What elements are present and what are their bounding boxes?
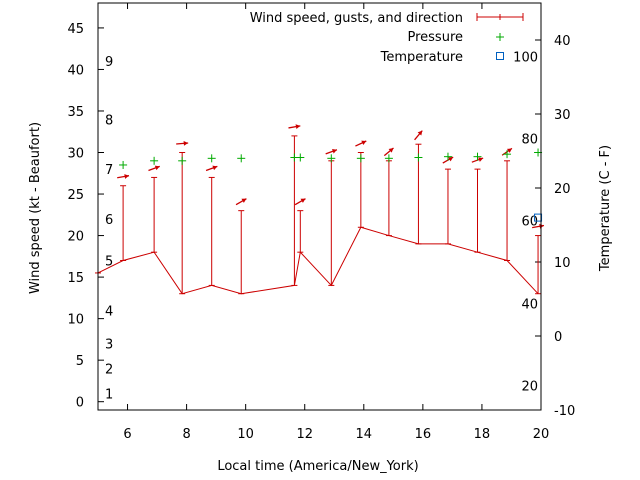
pressure-point: [119, 160, 128, 169]
y-tick-label-left: 5: [76, 354, 84, 369]
y-tick-label-left: 45: [67, 22, 84, 37]
y-axis-label-right: Temperature (C - F): [598, 145, 613, 272]
wind-direction-arrowhead: [300, 198, 306, 203]
plot-frame: [97, 2, 542, 411]
beaufort-label: 4: [105, 304, 113, 319]
beaufort-label: 9: [105, 55, 113, 70]
wind-direction-arrowhead: [295, 124, 301, 129]
beaufort-label: 2: [105, 362, 113, 377]
y-tick-label-left: 25: [67, 188, 84, 203]
y-tick-label-right: 40: [554, 34, 571, 49]
y-tick-label-right: -10: [554, 404, 575, 419]
pressure-point: [237, 154, 246, 163]
legend-label-pressure: Pressure: [407, 30, 463, 45]
x-tick-label: 10: [237, 427, 254, 442]
x-axis-label: Local time (America/New_York): [217, 459, 418, 474]
x-tick-label: 16: [415, 427, 432, 442]
beaufort-label: 3: [105, 338, 113, 353]
y-tick-label-left: 10: [67, 313, 84, 328]
wind-direction-arrowhead: [212, 165, 218, 171]
pressure-point: [296, 153, 305, 162]
pressure-point: [503, 150, 512, 159]
beaufort-label: 1: [105, 387, 113, 402]
pressure-point: [414, 153, 423, 162]
y-tick-label-left: 0: [76, 396, 84, 411]
y-tick-label-left: 35: [67, 105, 84, 120]
temperature-point: [534, 213, 543, 222]
beaufort-label: 7: [105, 163, 113, 178]
pressure-point: [443, 152, 452, 161]
x-tick-label: 18: [474, 427, 491, 442]
beaufort-label: 5: [105, 254, 113, 269]
legend-label-temperature: Temperature: [380, 50, 463, 65]
y-tick-label-right: 30: [554, 108, 571, 123]
legend-swatch-temperature: [496, 52, 504, 60]
y-tick-label-left: 20: [67, 230, 84, 245]
y-tick-label-left: 40: [67, 63, 84, 78]
wind-direction-arrowhead: [539, 223, 544, 229]
wind-direction-arrowhead: [388, 147, 394, 153]
x-tick-label: 14: [356, 427, 373, 442]
fahrenheit-label: 20: [521, 380, 538, 395]
y-tick-label-right: 0: [554, 330, 562, 345]
wind-direction-arrowhead: [241, 198, 247, 203]
tick-labels: 6 8 10 12 14 16 18 20051015202530354045-1001020…: [67, 22, 575, 442]
wind-direction-arrowhead: [417, 130, 423, 136]
wind-direction-arrowhead: [183, 140, 189, 146]
wind-direction-arrowhead: [332, 149, 337, 154]
axis-ticks: [98, 3, 542, 411]
fahrenheit-label: 40: [521, 297, 538, 312]
pressure-point: [384, 154, 393, 163]
fahrenheit-label: 60: [521, 215, 538, 230]
legend: Wind speed, gusts, and direction Pressur…: [250, 11, 524, 65]
y-axis-label-left: Wind speed (kt - Beaufort): [28, 122, 43, 294]
fahrenheit-label: 80: [521, 132, 538, 147]
wind-direction-arrowhead: [361, 140, 367, 146]
wind-direction-arrowhead: [478, 157, 484, 162]
pressure-point: [178, 156, 187, 165]
pressure-point: [150, 156, 159, 165]
y-tick-label-left: 30: [67, 147, 84, 162]
legend-label-wind: Wind speed, gusts, and direction: [250, 11, 463, 26]
x-tick-label: 20: [533, 427, 550, 442]
fahrenheit-label: 100: [513, 50, 538, 65]
x-tick-label: 6: [123, 427, 131, 442]
wind-direction-arrowhead: [448, 157, 454, 162]
temperature-series: [534, 213, 543, 222]
wind-series: [95, 124, 545, 295]
x-tick-label: 12: [296, 427, 313, 442]
pressure-point: [356, 154, 365, 163]
wind-direction-arrowhead: [124, 174, 130, 179]
wind-speed-line: [97, 226, 539, 295]
beaufort-label: 8: [105, 113, 113, 128]
x-tick-label: 8: [182, 427, 190, 442]
pressure-point: [473, 152, 482, 161]
legend-swatch-pressure: [496, 33, 504, 41]
pressure-point: [207, 154, 216, 163]
pressure-series: [119, 148, 543, 169]
y-tick-label-right: 20: [554, 182, 571, 197]
pressure-point: [327, 154, 336, 163]
y-tick-label-left: 15: [67, 271, 84, 286]
wind-direction-arrowhead: [506, 148, 512, 153]
wind-direction-arrowhead: [154, 165, 160, 171]
beaufort-label: 6: [105, 213, 113, 228]
y-tick-label-right: 10: [554, 256, 571, 271]
legend-swatch-wind: [476, 13, 524, 21]
